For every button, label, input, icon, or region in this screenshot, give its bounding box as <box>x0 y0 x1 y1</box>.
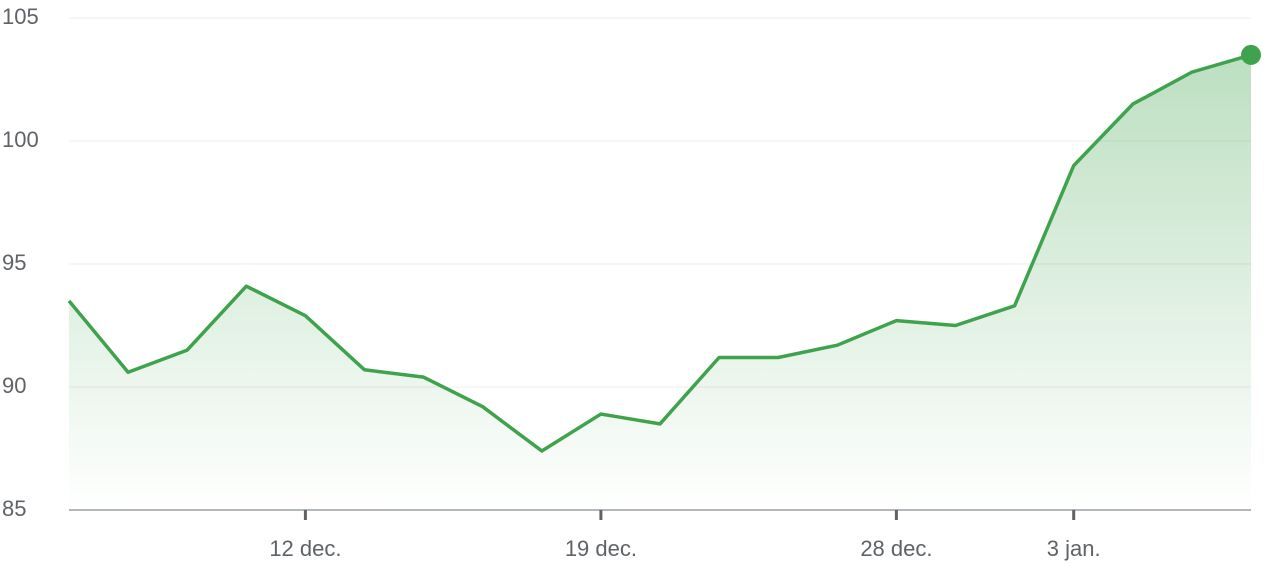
x-tick-label: 12 dec. <box>269 536 341 561</box>
x-tick-label: 28 dec. <box>860 536 932 561</box>
y-tick-label: 100 <box>2 127 39 152</box>
last-point <box>1241 44 1261 65</box>
x-tick-label: 19 dec. <box>565 536 637 561</box>
y-tick-label: 95 <box>2 250 26 275</box>
line <box>67 53 1252 453</box>
y-tick-label: 105 <box>2 4 39 29</box>
area <box>69 54 1251 511</box>
y-tick-label: 90 <box>2 373 26 398</box>
y-tick-label: 85 <box>2 496 26 521</box>
x-tick-label: 3 jan. <box>1047 536 1101 561</box>
